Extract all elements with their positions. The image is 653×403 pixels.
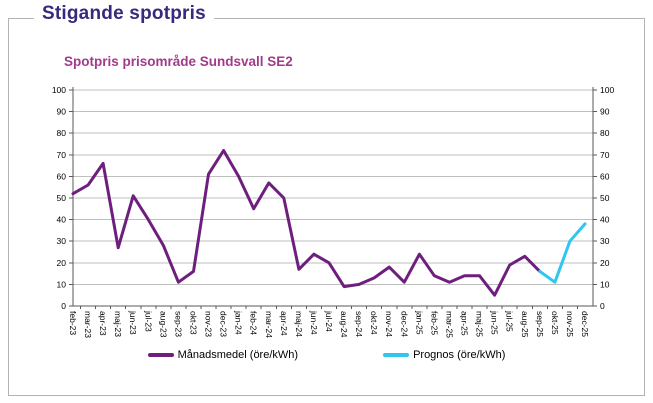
x-tick-label: feb-23 [68, 311, 78, 335]
x-tick-label: okt-25 [550, 311, 560, 335]
x-tick-label: nov-24 [384, 311, 394, 337]
y-tick-label-right: 60 [600, 171, 610, 181]
y-tick-label-right: 40 [600, 215, 610, 225]
legend-label-prognos: Prognos (öre/kWh) [413, 349, 506, 361]
x-tick-label: apr-24 [279, 311, 289, 336]
y-tick-label-left: 0 [61, 301, 66, 311]
x-tick-label: dec-24 [399, 311, 409, 337]
chart-title: Spotpris prisområde Sundsvall SE2 [64, 54, 293, 69]
legend-item-prognos: Prognos (öre/kWh) [383, 349, 505, 361]
legend-label-manadsmedel: Månadsmedel (öre/kWh) [177, 349, 299, 361]
x-tick-label: jun-24 [309, 310, 319, 335]
panel-border [8, 18, 645, 396]
x-tick-label: sep-23 [173, 311, 183, 337]
x-tick-label: sep-25 [535, 311, 545, 337]
y-tick-label-right: 70 [600, 150, 610, 160]
y-tick-label-left: 10 [57, 279, 67, 289]
x-tick-label: apr-23 [98, 311, 108, 336]
y-tick-label-right: 30 [600, 236, 610, 246]
x-tick-label: jan-25 [414, 310, 424, 335]
y-tick-label-left: 60 [57, 171, 67, 181]
x-tick-label: maj-25 [475, 311, 485, 337]
x-tick-label: maj-23 [113, 311, 123, 337]
x-tick-label: okt-24 [369, 311, 379, 335]
x-tick-label: mar-25 [445, 311, 455, 338]
y-tick-label-left: 30 [57, 236, 67, 246]
y-tick-label-left: 90 [57, 107, 67, 117]
y-tick-label-right: 90 [600, 107, 610, 117]
x-tick-label: sep-24 [354, 311, 364, 337]
y-tick-label-left: 20 [57, 258, 67, 268]
y-tick-label-left: 70 [57, 150, 67, 160]
x-tick-label: okt-23 [189, 311, 199, 335]
x-tick-label: aug-24 [339, 311, 349, 338]
x-tick-label: mar-24 [264, 311, 274, 338]
x-tick-label: jan-24 [234, 310, 244, 335]
y-tick-label-left: 100 [52, 85, 66, 95]
prognos-line-swatch [383, 353, 410, 357]
y-tick-label-right: 0 [600, 301, 605, 311]
prognos-series-line [538, 222, 587, 284]
y-tick-label-right: 50 [600, 193, 610, 203]
x-tick-label: feb-24 [249, 311, 259, 335]
x-tick-label: dec-23 [219, 311, 229, 337]
x-tick-label: maj-24 [294, 311, 304, 337]
y-tick-label-right: 80 [600, 128, 610, 138]
x-tick-label: jun-23 [128, 310, 138, 335]
x-tick-label: jul-23 [143, 310, 153, 332]
x-tick-label: aug-25 [520, 311, 530, 338]
chart-legend: Månadsmedel (öre/kWh) Prognos (öre/kWh) [0, 349, 653, 361]
x-tick-label: feb-25 [429, 311, 439, 335]
y-tick-label-left: 40 [57, 215, 67, 225]
y-tick-label-right: 100 [600, 85, 614, 95]
y-tick-label-left: 50 [57, 193, 67, 203]
y-tick-label-right: 10 [600, 279, 610, 289]
x-tick-label: jun-25 [490, 310, 500, 335]
x-tick-label: jul-24 [324, 310, 334, 332]
page-title: Stigande spotpris [34, 3, 214, 25]
x-tick-label: dec-25 [580, 311, 590, 337]
x-tick-label: jul-25 [505, 310, 515, 332]
x-tick-label: nov-25 [565, 311, 575, 337]
x-tick-label: aug-23 [158, 311, 168, 338]
legend-item-manadsmedel: Månadsmedel (öre/kWh) [147, 349, 299, 361]
y-tick-label-right: 20 [600, 258, 610, 268]
manadsmedel-series-line [71, 149, 542, 297]
y-tick-label-left: 80 [57, 128, 67, 138]
x-tick-label: mar-23 [83, 311, 93, 338]
x-tick-label: apr-25 [460, 311, 470, 336]
manadsmedel-line-swatch [147, 353, 174, 357]
x-tick-label: nov-23 [204, 311, 214, 337]
